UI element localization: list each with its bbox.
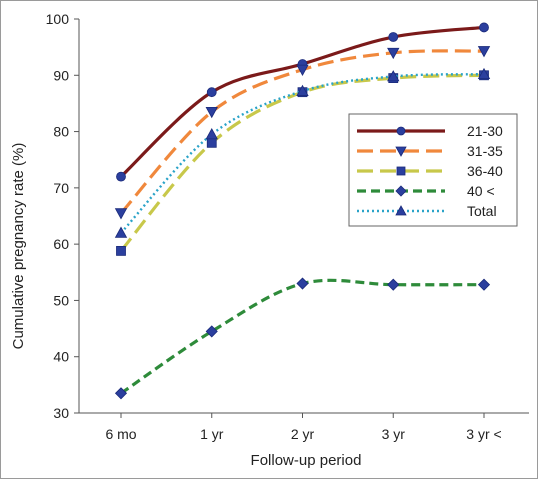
y-tick-label: 100 [46,11,70,27]
x-tick-label: 6 mo [105,426,136,442]
data-point [296,277,309,290]
data-point [206,137,217,148]
data-point [477,278,491,291]
legend-label: 40 < [467,183,495,199]
data-point [387,278,400,291]
legend: 21-30 31-35 36-40 40 < Total [348,113,518,227]
legend-marker [396,166,406,176]
y-tick-label: 90 [53,67,69,83]
data-point [477,67,491,80]
data-point [205,128,218,140]
legend-marker [395,185,407,197]
data-point [205,325,218,338]
legend-label: Total [467,203,497,219]
data-point [114,208,128,220]
series-line-31-35 [119,49,485,215]
x-tick-label: 2 yr [291,426,315,442]
legend-marker [396,126,406,136]
data-point [116,171,126,182]
y-tick-label: 40 [53,349,69,365]
data-point [205,106,218,119]
y-axis-label: Cumulative pregnancy rate (%) [10,143,27,350]
data-point [114,226,128,238]
y-tick-label: 70 [53,180,69,196]
axes [78,19,529,414]
data-point [206,87,217,98]
y-tick-label: 60 [53,236,69,252]
series-group [114,22,491,400]
x-tick-label: 1 yr [200,426,224,442]
series-line-40- [120,278,485,395]
legend-label: 36-40 [467,163,503,179]
legend-marker [395,205,407,216]
legend-marker [395,146,407,157]
data-point [296,84,309,96]
x-axis-label: Follow-up period [251,452,362,469]
x-tick-label: 3 yr < [466,426,501,442]
x-axis-ticks: 6 mo 1 yr 2 yr 3 yr 3 yr < [105,413,502,442]
data-point [114,387,128,400]
data-point [116,245,126,256]
x-tick-label: 3 yr [382,426,406,442]
legend-label: 31-35 [467,143,503,159]
data-point [387,47,400,60]
data-point [296,64,309,76]
y-tick-label: 50 [53,292,69,308]
data-point [387,70,400,82]
y-tick-label: 30 [53,405,69,421]
y-tick-label: 80 [53,124,69,140]
legend-label: 21-30 [467,123,503,139]
data-point [388,32,399,42]
data-point [477,46,491,58]
data-point [479,22,489,33]
y-axis-ticks: 30 40 50 60 70 80 90 100 [46,11,79,421]
